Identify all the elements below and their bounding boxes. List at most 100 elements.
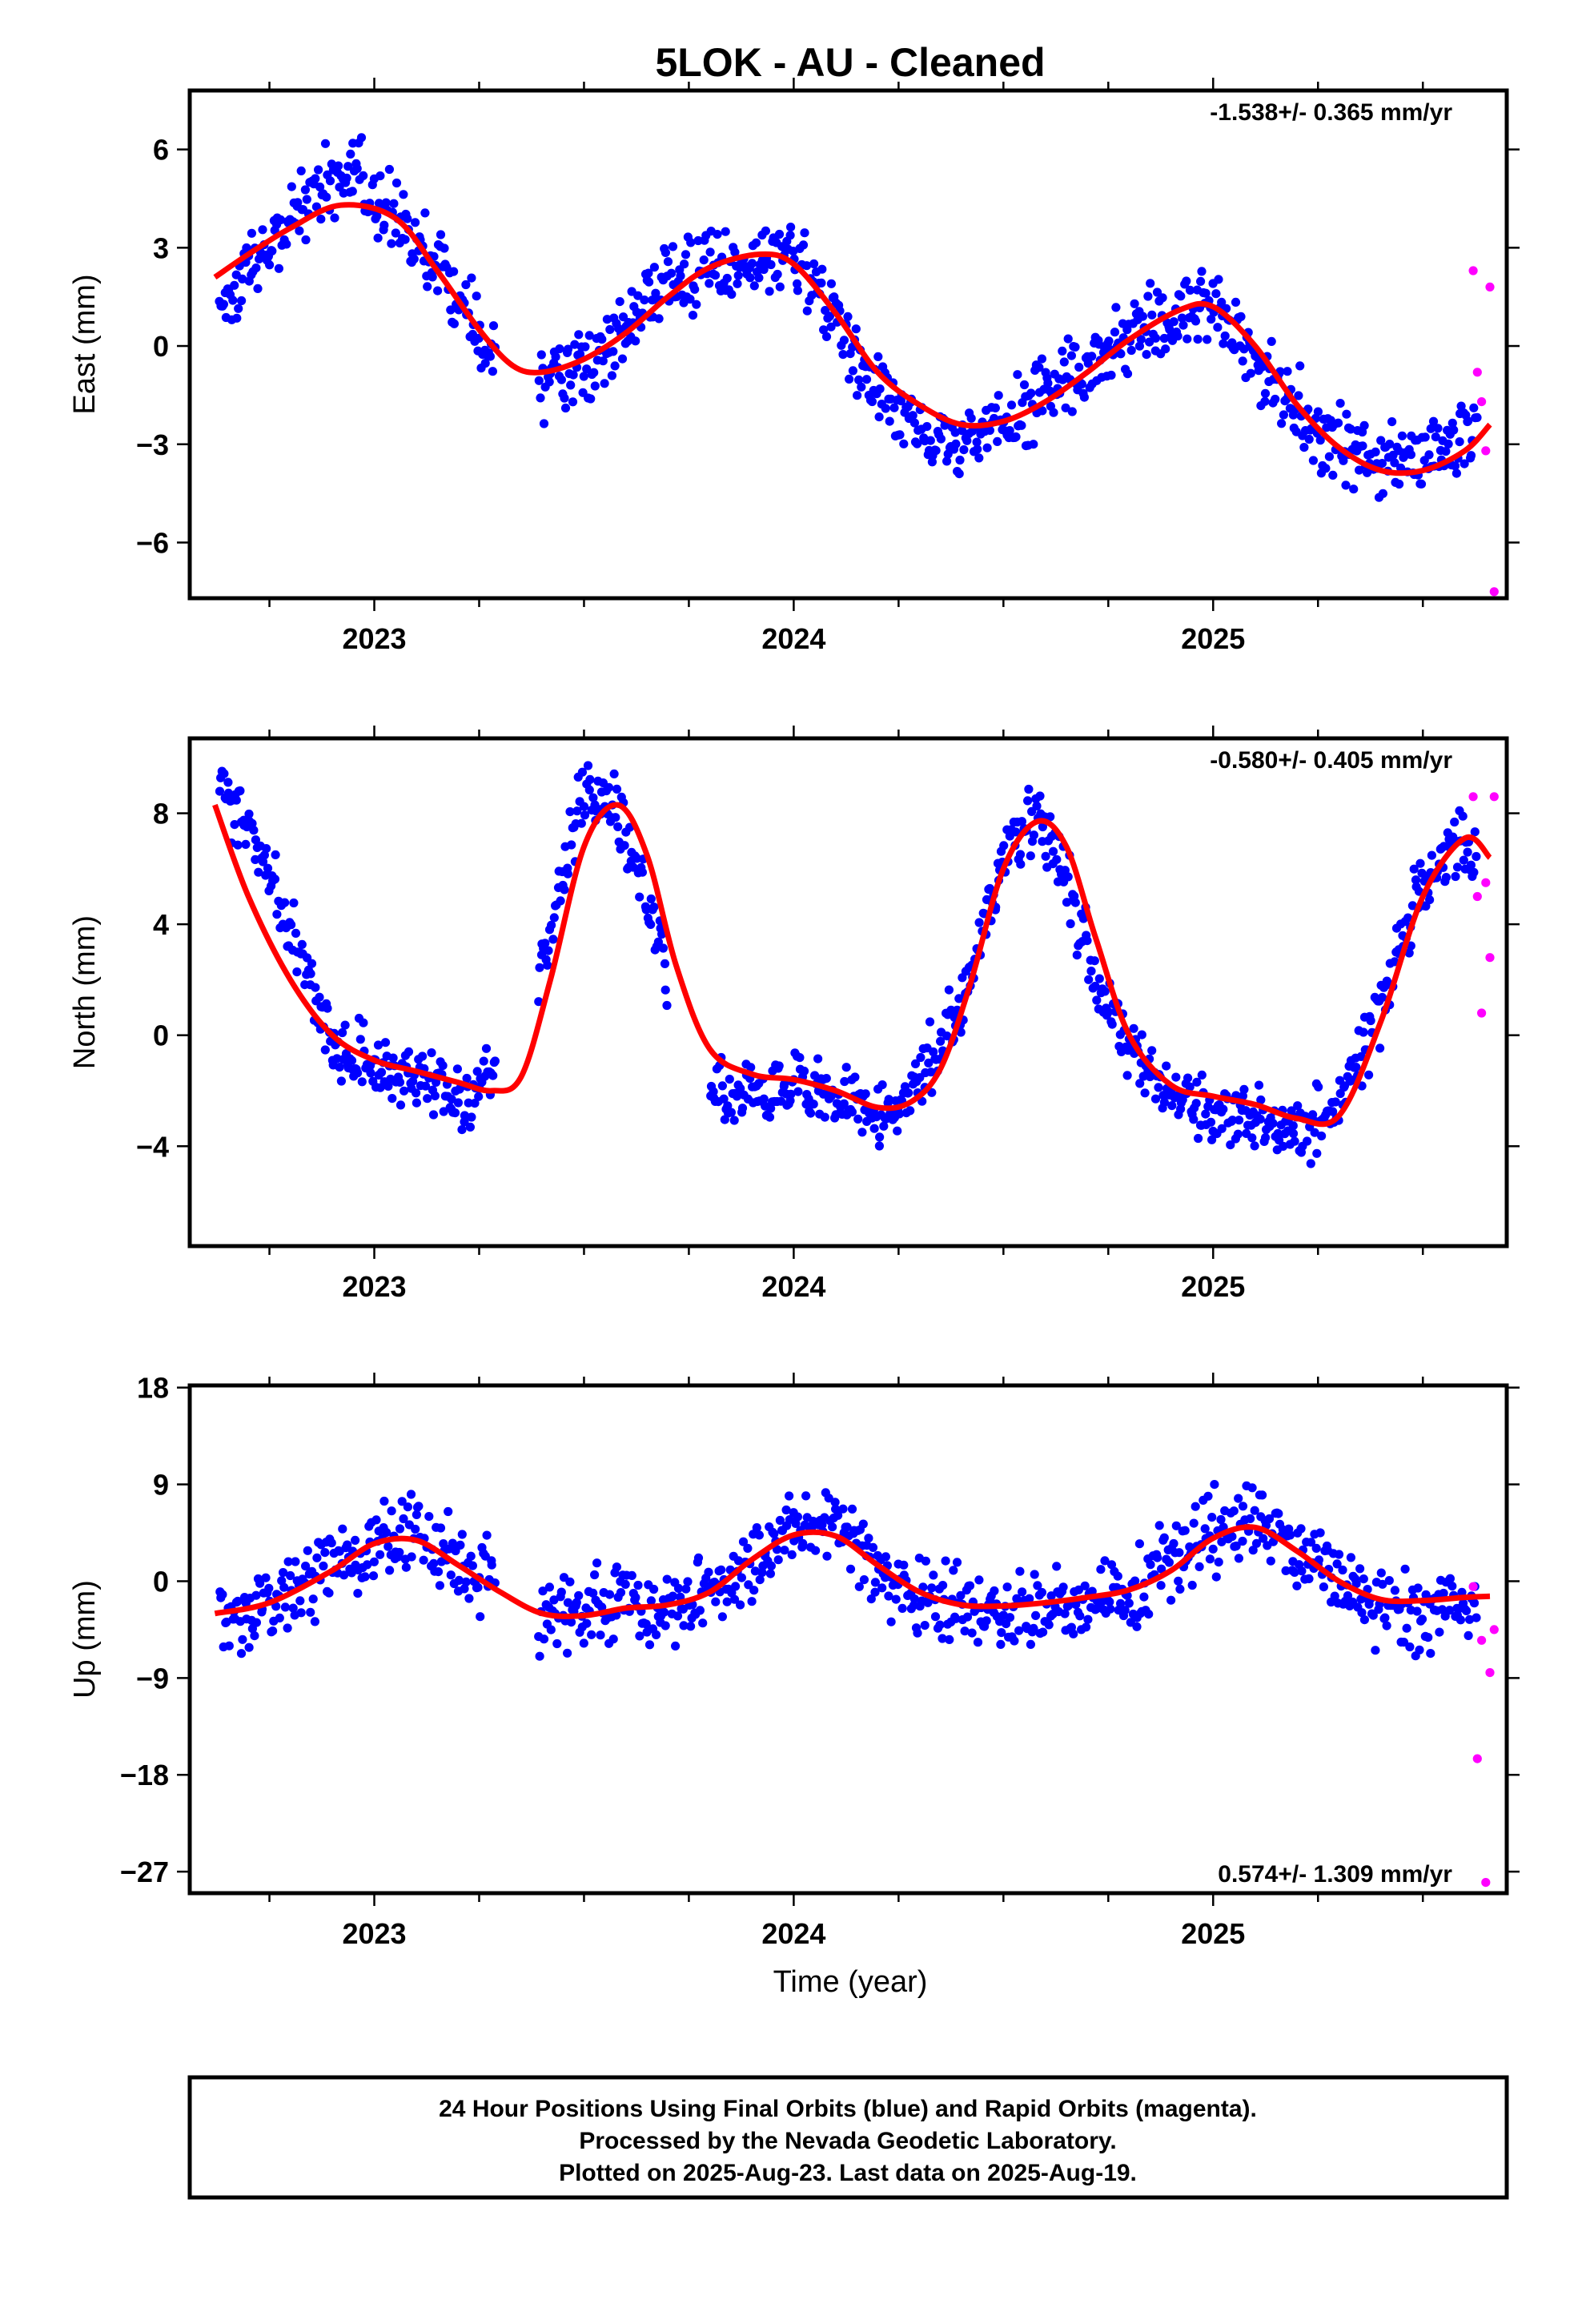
final-orbit-point xyxy=(1248,1546,1258,1555)
final-orbit-point xyxy=(1052,854,1062,864)
final-orbit-point xyxy=(421,1081,431,1091)
final-orbit-point xyxy=(291,928,301,938)
final-orbit-point xyxy=(547,920,556,930)
final-orbit-point xyxy=(1273,1128,1283,1139)
final-orbit-point xyxy=(897,1603,907,1613)
final-orbit-point xyxy=(296,166,306,175)
final-orbit-point xyxy=(563,869,572,879)
final-orbit-point xyxy=(1103,1007,1114,1017)
final-orbit-point xyxy=(268,1626,278,1636)
y-tick-label: −27 xyxy=(120,1856,169,1888)
final-orbit-point xyxy=(355,1035,365,1044)
final-orbit-point xyxy=(549,913,559,923)
final-orbit-point xyxy=(688,311,698,320)
final-orbit-point xyxy=(1441,447,1451,456)
final-orbit-point xyxy=(352,163,362,174)
final-orbit-point xyxy=(1279,410,1288,420)
final-orbit-point xyxy=(424,1512,434,1522)
final-orbit-point xyxy=(219,769,229,778)
final-orbit-point xyxy=(1311,1543,1321,1553)
final-orbit-point xyxy=(838,1504,848,1514)
final-orbit-point xyxy=(847,1108,857,1117)
final-orbit-point xyxy=(644,1640,655,1650)
final-orbit-point xyxy=(543,960,552,970)
final-orbit-point xyxy=(311,174,320,183)
final-orbit-point xyxy=(1207,315,1216,324)
final-orbit-point xyxy=(380,1038,391,1047)
final-orbit-point xyxy=(1304,434,1314,444)
final-orbit-point xyxy=(412,1510,422,1519)
final-orbit-point xyxy=(798,240,809,250)
panel-east: 2023 2024 2025 −6 −3 0 3 6 East (mm) -1.538+/- 0.… xyxy=(68,78,1520,655)
final-orbit-point xyxy=(330,213,339,223)
final-orbit-point xyxy=(738,1537,749,1546)
final-orbit-point xyxy=(1277,419,1287,428)
final-orbit-point xyxy=(1359,1027,1368,1037)
final-orbit-point xyxy=(1049,408,1058,417)
final-orbit-point xyxy=(1216,1514,1226,1525)
final-orbit-point xyxy=(261,1573,271,1582)
final-orbit-point xyxy=(845,1564,856,1574)
final-orbit-point xyxy=(866,1594,876,1604)
final-orbit-point xyxy=(568,370,578,380)
final-orbit-point xyxy=(1343,1591,1353,1601)
rapid-orbit-point xyxy=(1485,1668,1495,1678)
rapid-orbit-point xyxy=(1481,1878,1491,1888)
final-orbit-point xyxy=(1219,339,1228,348)
final-orbit-point xyxy=(717,1612,728,1622)
final-orbit-point xyxy=(586,394,596,404)
rapid-orbit-point xyxy=(1485,282,1495,292)
final-orbit-point xyxy=(247,818,257,828)
final-orbit-point xyxy=(802,261,812,271)
final-orbit-point xyxy=(722,1597,732,1606)
final-orbit-point xyxy=(436,230,446,239)
final-orbit-point xyxy=(342,173,351,183)
final-orbit-point xyxy=(1134,1539,1144,1549)
final-orbit-point xyxy=(566,380,576,390)
final-orbit-point xyxy=(481,1043,492,1053)
final-orbit-point xyxy=(745,273,755,283)
final-orbit-point xyxy=(717,1565,726,1574)
final-orbit-point xyxy=(1433,424,1443,433)
final-orbit-point xyxy=(1064,1601,1074,1610)
final-orbit-point xyxy=(743,1543,753,1553)
final-orbit-point xyxy=(754,273,764,283)
final-orbit-point xyxy=(680,259,689,269)
final-orbit-point xyxy=(563,1598,573,1607)
final-orbit-point xyxy=(894,1109,904,1119)
final-orbit-point xyxy=(1469,403,1479,412)
final-orbit-point xyxy=(1083,359,1093,368)
final-orbit-point xyxy=(1333,418,1343,428)
final-orbit-point xyxy=(602,315,612,324)
final-orbit-point xyxy=(1238,356,1247,366)
final-orbit-point xyxy=(427,1048,436,1058)
final-orbit-point xyxy=(488,321,499,331)
x-tick-label: 2023 xyxy=(342,622,406,655)
final-orbit-point xyxy=(1371,447,1380,457)
final-orbit-points xyxy=(215,761,1481,1168)
final-orbit-point xyxy=(353,1068,363,1078)
final-orbit-point xyxy=(944,985,954,995)
final-orbit-point xyxy=(1339,456,1348,465)
final-orbit-point xyxy=(1196,276,1206,286)
final-orbit-point xyxy=(833,1510,843,1520)
final-orbit-point xyxy=(1213,323,1223,332)
footer-line-3: Plotted on 2025-Aug-23. Last data on 202… xyxy=(559,2160,1137,2186)
final-orbit-point xyxy=(1030,1570,1039,1579)
final-orbit-point xyxy=(1048,846,1058,856)
final-orbit-point xyxy=(1191,1099,1201,1108)
final-orbit-point xyxy=(1146,1560,1155,1570)
final-orbit-point xyxy=(1377,459,1387,468)
final-orbit-point xyxy=(412,1088,421,1098)
final-orbit-point xyxy=(611,813,620,822)
final-orbit-point xyxy=(1238,1502,1248,1511)
final-orbit-points xyxy=(215,1480,1481,1661)
final-orbit-point xyxy=(1406,450,1415,460)
final-orbit-point xyxy=(673,1611,683,1621)
final-orbit-point xyxy=(286,1570,295,1581)
final-orbit-point xyxy=(673,1583,684,1593)
final-orbit-point xyxy=(646,919,656,929)
final-orbit-point xyxy=(423,1094,432,1104)
final-orbit-point xyxy=(387,1094,397,1104)
final-orbit-point xyxy=(1423,1633,1433,1642)
